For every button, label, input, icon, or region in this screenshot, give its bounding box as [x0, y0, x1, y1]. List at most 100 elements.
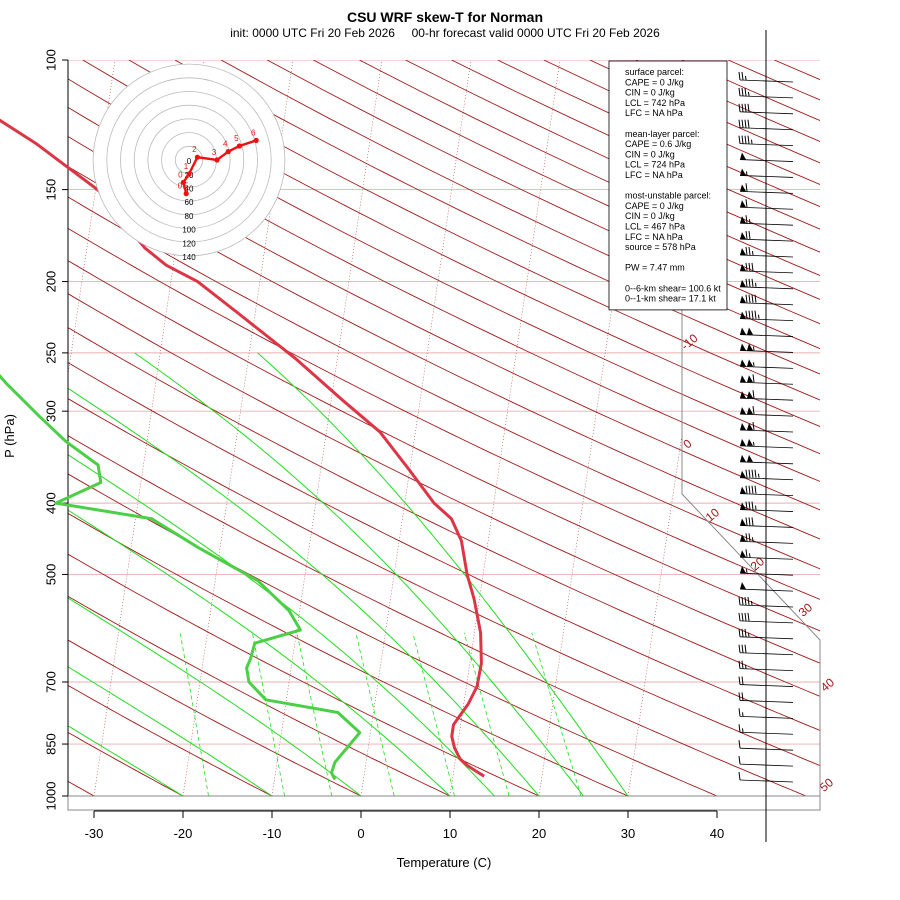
wind-barb	[739, 566, 794, 576]
hodograph-ring-label: 140	[182, 253, 196, 262]
info-box-line: LCL = 467 hPa	[625, 222, 685, 232]
wind-barb	[739, 485, 794, 497]
wind-barb	[739, 199, 794, 210]
info-box-line: CAPE = 0 J/kg	[625, 77, 684, 87]
info-box-line: CIN = 0 J/kg	[625, 149, 675, 159]
hodograph-ring	[120, 91, 258, 229]
wind-barb	[739, 183, 794, 194]
wind-barb	[739, 231, 794, 242]
wind-barb	[738, 771, 794, 783]
hodograph-point-label: 0	[178, 170, 183, 179]
x-axis-label: Temperature (C)	[397, 855, 492, 870]
isotherm-line	[538, 60, 650, 796]
plot-border	[67, 60, 821, 811]
dry-adiabat	[68, 595, 451, 796]
dry-adiabat	[68, 293, 820, 664]
moist-adiabat	[68, 387, 540, 796]
hodograph-ring	[92, 63, 286, 257]
wind-barb	[739, 517, 794, 528]
x-tick-label: 40	[710, 826, 724, 841]
wind-barb	[738, 71, 794, 83]
hodograph-ring	[106, 77, 272, 243]
info-box-line: most-unstable parcel:	[625, 191, 711, 201]
wind-barb	[739, 327, 794, 337]
dry-adiabat	[68, 553, 540, 796]
wind-barb	[739, 406, 794, 417]
info-box-line: LCL = 742 hPa	[625, 98, 685, 108]
y-tick-label: 500	[43, 564, 58, 586]
info-box-line: CIN = 0 J/kg	[625, 88, 675, 98]
dry-adiabat	[128, 60, 820, 401]
info-box-line: LFC = NA hPa	[625, 232, 683, 242]
info-box-line: source = 578 hPa	[625, 242, 696, 252]
dry-adiabat	[68, 165, 820, 540]
hodograph-point-label: 1	[184, 162, 189, 171]
wind-barb	[739, 343, 794, 353]
hodograph-point	[236, 143, 242, 149]
isotherm-line	[271, 60, 383, 796]
dry-adiabat	[867, 60, 900, 796]
x-tick-label: 10	[443, 826, 457, 841]
wind-barb	[739, 152, 794, 162]
x-tick-label: 20	[532, 826, 546, 841]
isotherm-label: 10	[703, 505, 722, 525]
wind-barb	[739, 359, 794, 369]
wind-barb	[738, 628, 794, 640]
dry-adiabat	[68, 135, 820, 511]
x-tick-label: 30	[621, 826, 635, 841]
chart-title: CSU WRF skew-T for Norman	[347, 9, 543, 25]
wind-barb	[738, 87, 794, 99]
y-tick-label: 100	[43, 49, 58, 71]
hodograph-background	[93, 64, 285, 256]
dry-adiabat	[68, 106, 820, 482]
hodograph-point-label: 0.5	[178, 182, 190, 191]
wind-barb	[738, 644, 794, 656]
dry-adiabat	[68, 639, 362, 796]
wind-barb	[739, 168, 794, 178]
wind-barb	[739, 438, 794, 449]
wind-barb	[739, 310, 794, 322]
isotherm-label: 40	[818, 675, 837, 695]
isotherm-line	[182, 60, 294, 796]
hodograph-ring	[147, 118, 231, 202]
hodograph-point	[214, 157, 220, 163]
dry-adiabat	[82, 60, 820, 428]
wind-barb	[739, 533, 794, 544]
moist-adiabat	[68, 509, 451, 796]
hodograph-ring	[133, 104, 245, 216]
info-box-line: 0--1-km shear= 17.1 kt	[625, 294, 716, 304]
hodograph-point-label: 3	[212, 148, 217, 157]
temperature-line	[0, 118, 485, 778]
info-box-line: LFC = NA hPa	[625, 108, 683, 118]
dewpoint-line	[0, 373, 362, 781]
moist-adiabat	[134, 352, 584, 796]
wind-barb	[739, 549, 794, 560]
isotherm-line	[449, 60, 561, 796]
wind-barb	[739, 421, 794, 433]
info-box-line: CAPE = 0.6 J/kg	[625, 139, 691, 149]
wind-barb	[738, 612, 794, 624]
isotherm-line	[360, 60, 472, 796]
isotherm-lines: 1 2 3 5 8 12 20	[68, 60, 682, 796]
y-tick-label: 1000	[43, 782, 58, 811]
wind-barb	[738, 135, 794, 147]
hodograph-point-label: 2	[192, 145, 197, 154]
mixing-ratio-line	[296, 632, 333, 796]
info-box-line: LCL = 724 hPa	[625, 160, 685, 170]
hodograph-point-label: 6	[251, 128, 256, 137]
mixing-ratio-line	[251, 632, 286, 796]
background-lines: 1 2 3 5 8 12 20	[68, 60, 900, 796]
dry-adiabat	[68, 435, 807, 796]
dry-adiabat	[68, 196, 820, 570]
wind-barb	[739, 215, 794, 226]
wind-barb	[739, 454, 794, 465]
y-tick-label: 300	[43, 400, 58, 422]
hodograph-ring-label: 60	[185, 198, 194, 207]
mixing-ratio-line	[355, 632, 395, 796]
y-tick-label: 150	[43, 179, 58, 201]
wind-barb	[738, 708, 794, 719]
dry-adiabat	[68, 362, 820, 731]
